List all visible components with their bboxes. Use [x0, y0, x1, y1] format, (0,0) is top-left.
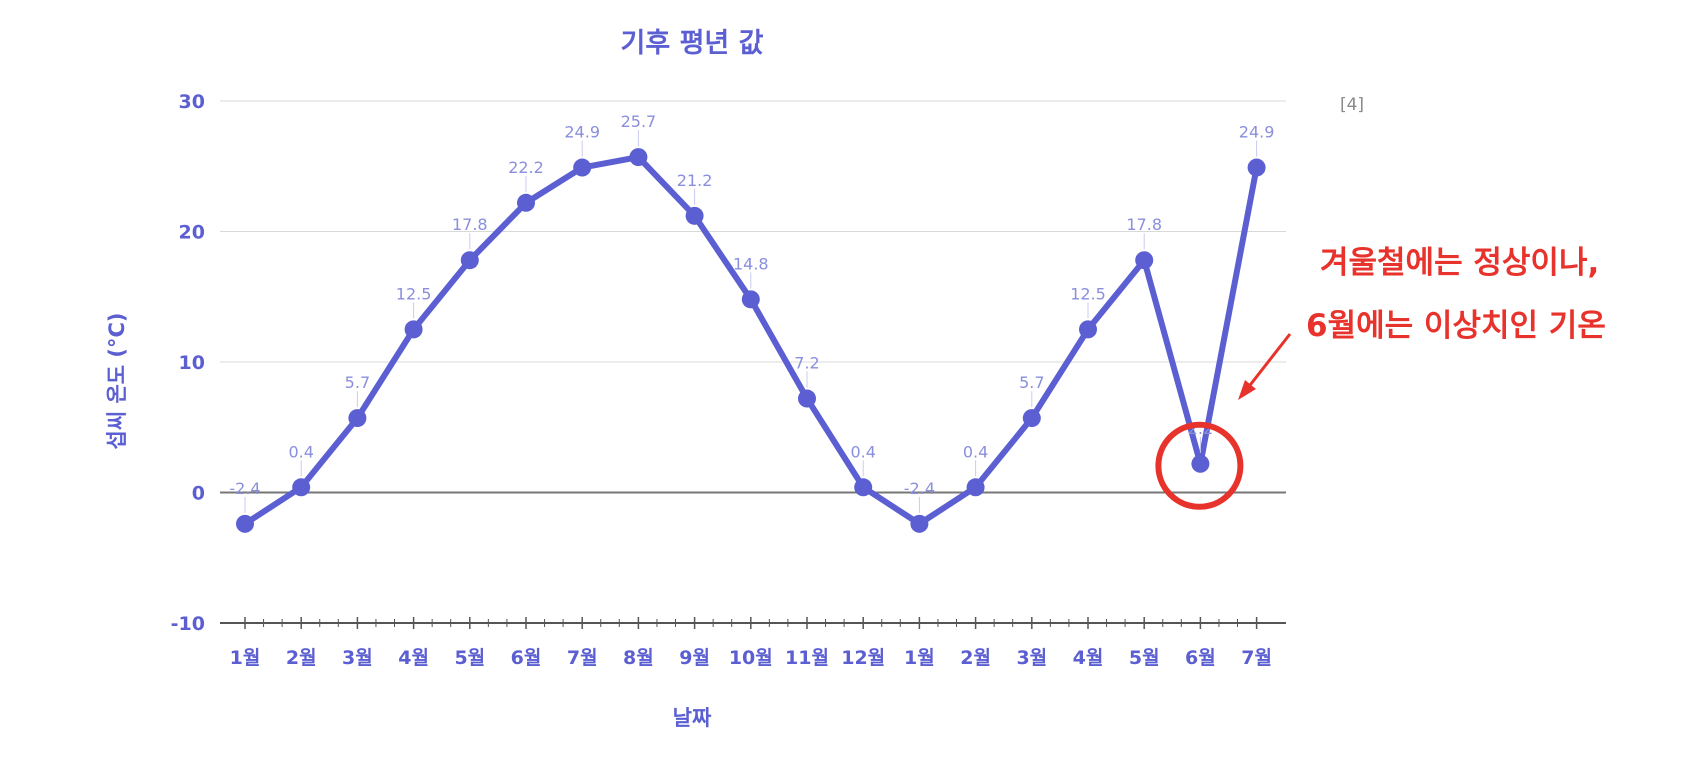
data-point	[854, 478, 873, 497]
annotation-line-1: 겨울철에는 정상이나,	[1320, 245, 1599, 281]
data-label: 25.7	[621, 112, 657, 131]
x-tick-label: 2월	[286, 647, 317, 669]
x-tick-label: 7월	[567, 647, 598, 669]
data-label: 24.9	[564, 123, 600, 142]
x-axis-title: 날짜	[673, 706, 712, 730]
data-label: 17.8	[1126, 215, 1162, 234]
x-tick-label: 4월	[398, 647, 429, 669]
data-point	[1247, 158, 1266, 177]
data-label: 12.5	[1070, 284, 1106, 303]
data-label: 12.5	[396, 284, 432, 303]
y-tick-label: 10	[179, 352, 205, 374]
data-point	[236, 514, 254, 533]
x-tick-label: 12월	[841, 647, 885, 669]
data-label: 0.4	[850, 442, 875, 461]
data-label: 21.2	[677, 171, 713, 190]
data-point	[517, 193, 535, 212]
data-label: -2.4	[229, 479, 260, 498]
data-point	[348, 409, 367, 428]
annotation-line-2: 6월에는 이상치인 기온	[1306, 308, 1606, 344]
outlier-highlight-circle	[1155, 421, 1244, 510]
data-label: 0.4	[288, 442, 313, 461]
x-tick-label: 3월	[1016, 647, 1047, 669]
data-point	[685, 206, 704, 225]
y-tick-label: 30	[179, 91, 205, 113]
data-point	[629, 148, 648, 167]
x-tick-label: 5월	[454, 647, 485, 669]
y-axis-title: 섭씨 온도 (°C)	[105, 312, 129, 449]
x-axis-ticks	[244, 617, 1258, 629]
x-tick-label: 11월	[785, 647, 829, 669]
grid-layer	[220, 100, 1286, 624]
reference-marker: [4]	[1340, 95, 1364, 115]
data-label: 5.7	[345, 373, 370, 392]
data-point	[910, 514, 929, 533]
data-label: 5.7	[1019, 373, 1044, 392]
data-point	[798, 389, 816, 408]
x-tick-label: 8월	[623, 647, 654, 669]
series-line	[242, 154, 1260, 527]
data-point	[573, 158, 592, 177]
data-points	[236, 148, 1266, 533]
data-labels: -2.4 0.4 5.7 12.5 17.8 22.2 24.9 25.7 21.2 14.8 7.…	[229, 112, 1274, 513]
data-label: 17.8	[452, 215, 488, 234]
x-tick-label: 6월	[1185, 647, 1216, 669]
data-label: 7.2	[794, 354, 819, 373]
chart-title: 기후 평년 값	[621, 28, 764, 59]
annotation-arrow	[1238, 333, 1292, 400]
y-tick-label: -10	[171, 613, 205, 635]
x-tick-label: 1월	[904, 647, 935, 669]
x-tick-label: 4월	[1073, 647, 1104, 669]
data-point	[1079, 320, 1097, 339]
x-tick-label: 5월	[1129, 647, 1160, 669]
x-tick-label: 1월	[230, 647, 261, 669]
data-point	[741, 290, 760, 309]
data-point	[1022, 409, 1041, 428]
data-point	[460, 251, 479, 270]
data-label: 14.8	[733, 254, 769, 273]
data-point	[404, 320, 423, 339]
y-axis-tick-labels: 30 20 10 0 -10	[171, 91, 205, 635]
data-point	[966, 478, 985, 497]
data-point	[1191, 454, 1210, 473]
y-tick-label: 0	[192, 483, 205, 505]
y-tick-label: 20	[179, 222, 205, 244]
x-tick-label: 9월	[679, 647, 710, 669]
x-tick-label: 3월	[342, 647, 373, 669]
x-axis-tick-labels: 1월 2월 3월 4월 5월 6월 7월 8월 9월 10월 11월 12월 1월 2월 3월 4월 5월 6월 7…	[230, 647, 1272, 669]
x-tick-label: 7월	[1241, 647, 1272, 669]
data-label: 0.4	[963, 442, 988, 461]
data-label: 22.2	[508, 158, 544, 177]
data-point	[292, 478, 311, 497]
x-tick-label: 2월	[960, 647, 991, 669]
data-point	[1135, 251, 1154, 270]
x-tick-label: 6월	[511, 647, 542, 669]
data-label: 24.9	[1239, 123, 1275, 142]
x-tick-label: 10월	[729, 647, 773, 669]
data-label: -2.4	[904, 479, 935, 498]
